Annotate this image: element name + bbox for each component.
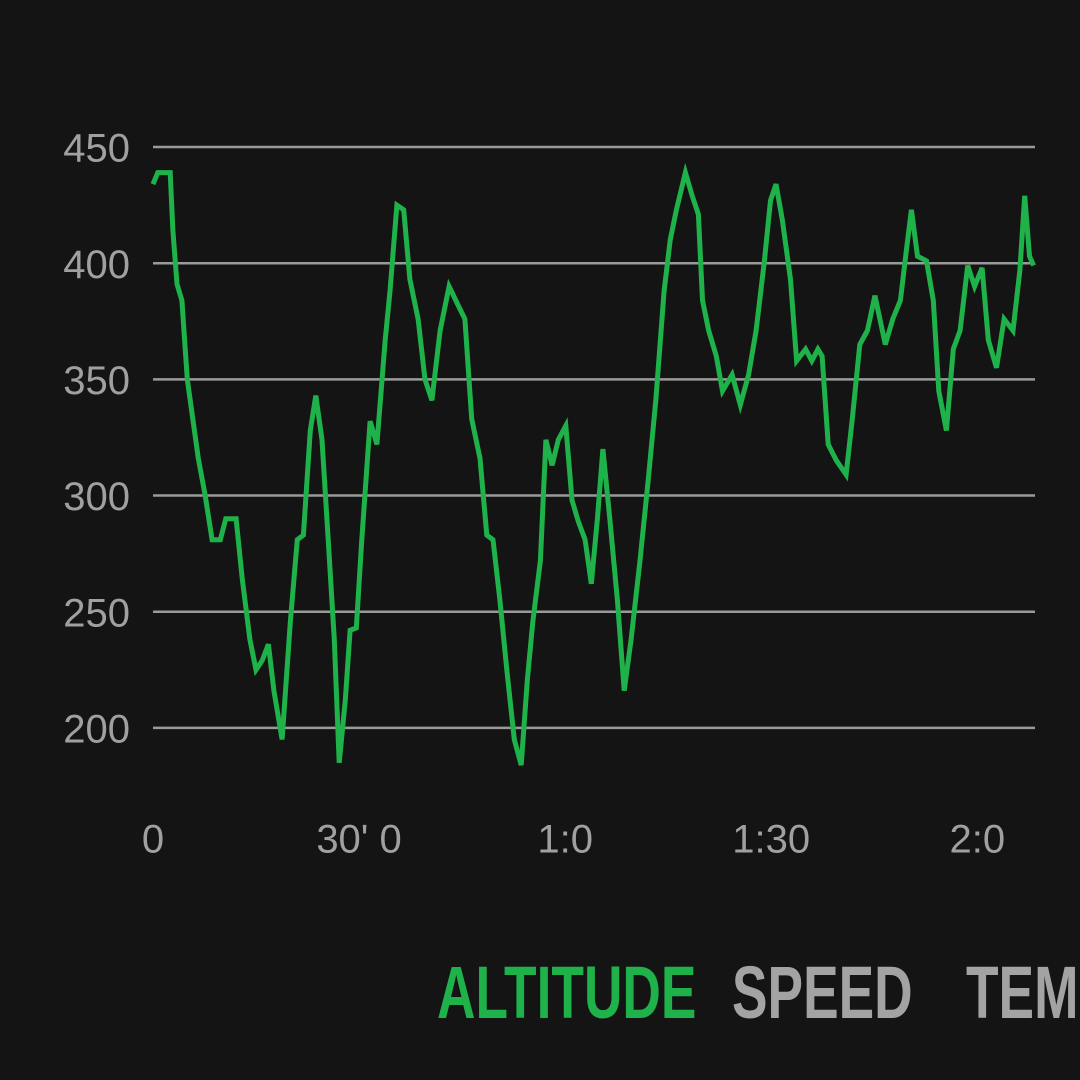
tab-label[interactable]: SPEED xyxy=(732,951,913,1034)
tab[interactable]: ALTITUDE xyxy=(437,951,696,1034)
y-tick-label: 350 xyxy=(63,359,130,403)
x-tick-label: 0 xyxy=(142,818,164,862)
y-tick-label: 250 xyxy=(63,591,130,635)
x-tick-label: 30' 0 xyxy=(316,818,402,862)
y-tick-label: 400 xyxy=(63,243,130,287)
tab[interactable]: SPEED xyxy=(732,951,913,1034)
x-tick-label: 1:0 xyxy=(537,818,593,862)
tab[interactable]: TEMP xyxy=(966,951,1080,1034)
tab-label[interactable]: TEMP xyxy=(966,951,1080,1034)
x-tick-label: 2:0 xyxy=(949,818,1005,862)
y-tick-label: 450 xyxy=(63,127,130,171)
tab-label[interactable]: ALTITUDE xyxy=(437,951,696,1034)
series-line xyxy=(150,162,1036,766)
y-tick-label: 200 xyxy=(63,707,130,751)
x-tick-label: 1:30 xyxy=(732,818,810,862)
y-tick-label: 300 xyxy=(63,475,130,519)
